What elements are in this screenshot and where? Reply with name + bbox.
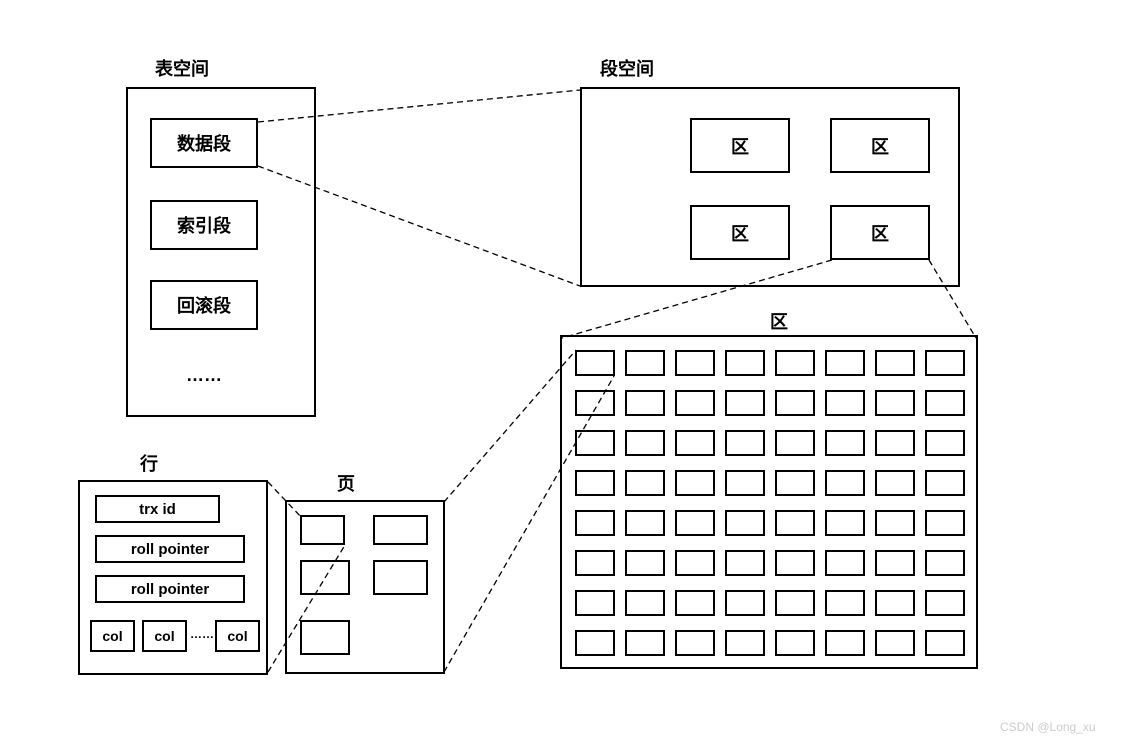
extent-page-cell — [875, 630, 915, 656]
extent-page-cell — [775, 510, 815, 536]
extent-page-cell — [775, 390, 815, 416]
tablespace-item-1: 索引段 — [150, 200, 258, 250]
page-row-cell-4 — [300, 620, 350, 655]
extent-page-cell — [725, 550, 765, 576]
page-row-cell-3 — [373, 560, 428, 595]
extent-page-cell — [725, 350, 765, 376]
segment-extent-2: 区 — [690, 205, 790, 260]
extent-page-cell — [875, 430, 915, 456]
row-title: 行 — [140, 450, 158, 476]
extent-page-cell — [825, 630, 865, 656]
extent-page-cell — [825, 470, 865, 496]
extent-page-cell — [875, 350, 915, 376]
extent-page-cell — [725, 510, 765, 536]
extent-page-cell — [925, 430, 965, 456]
page-row-cell-0 — [300, 515, 345, 545]
extent-page-cell — [675, 350, 715, 376]
extent-page-cell — [575, 590, 615, 616]
row-field-2: roll pointer — [95, 575, 245, 603]
extent-page-cell — [725, 630, 765, 656]
extent-page-cell — [775, 350, 815, 376]
extent-page-cell — [675, 510, 715, 536]
extent-page-cell — [725, 390, 765, 416]
extent-page-cell — [675, 630, 715, 656]
extent-page-cell — [875, 550, 915, 576]
extent-page-cell — [675, 390, 715, 416]
tablespace-ellipsis: …… — [150, 365, 258, 386]
extent-page-cell — [925, 390, 965, 416]
row-field-0: trx id — [95, 495, 220, 523]
extent-page-cell — [675, 470, 715, 496]
extent-page-cell — [775, 470, 815, 496]
extent-page-cell — [925, 350, 965, 376]
row-col-1: col — [142, 620, 187, 652]
segment-extent-3: 区 — [830, 205, 930, 260]
extent-page-cell — [825, 590, 865, 616]
extent-page-cell — [575, 550, 615, 576]
watermark-text: CSDN @Long_xu — [1000, 720, 1096, 734]
extent-page-cell — [575, 510, 615, 536]
extent-page-cell — [875, 590, 915, 616]
segment-extent-1: 区 — [830, 118, 930, 173]
extent-page-cell — [825, 510, 865, 536]
row-col-0: col — [90, 620, 135, 652]
extent-page-cell — [575, 630, 615, 656]
page-row-cell-1 — [373, 515, 428, 545]
page-row-cell-2 — [300, 560, 350, 595]
extent-page-cell — [625, 510, 665, 536]
extent-page-cell — [925, 470, 965, 496]
extent-page-cell — [675, 550, 715, 576]
extent-page-cell — [675, 430, 715, 456]
extent-page-cell — [625, 390, 665, 416]
extent-page-cell — [625, 430, 665, 456]
extent-page-cell — [725, 430, 765, 456]
row-field-1: roll pointer — [95, 535, 245, 563]
extent-page-cell — [575, 350, 615, 376]
extent-page-cell — [825, 390, 865, 416]
segment-title: 段空间 — [600, 55, 654, 81]
extent-page-cell — [625, 470, 665, 496]
extent-page-cell — [675, 590, 715, 616]
extent-page-cell — [825, 430, 865, 456]
extent-page-cell — [625, 590, 665, 616]
extent-page-cell — [825, 550, 865, 576]
extent-page-cell — [625, 550, 665, 576]
extent-title: 区 — [770, 308, 788, 334]
tablespace-item-2: 回滚段 — [150, 280, 258, 330]
extent-container — [560, 335, 978, 669]
extent-page-cell — [925, 510, 965, 536]
extent-page-cell — [775, 430, 815, 456]
page-title: 页 — [337, 470, 355, 496]
extent-page-cell — [725, 590, 765, 616]
extent-page-cell — [775, 630, 815, 656]
extent-page-cell — [925, 630, 965, 656]
extent-page-cell — [625, 350, 665, 376]
extent-page-cell — [825, 350, 865, 376]
extent-page-cell — [575, 470, 615, 496]
segment-extent-0: 区 — [690, 118, 790, 173]
extent-page-cell — [775, 590, 815, 616]
extent-page-cell — [925, 590, 965, 616]
extent-page-cell — [575, 430, 615, 456]
extent-page-cell — [925, 550, 965, 576]
extent-page-cell — [575, 390, 615, 416]
extent-page-cell — [775, 550, 815, 576]
extent-page-cell — [725, 470, 765, 496]
row-col-2: col — [215, 620, 260, 652]
extent-page-cell — [625, 630, 665, 656]
tablespace-title: 表空间 — [155, 55, 209, 81]
extent-page-cell — [875, 470, 915, 496]
extent-page-cell — [875, 390, 915, 416]
tablespace-item-0: 数据段 — [150, 118, 258, 168]
extent-page-cell — [875, 510, 915, 536]
row-col-ellipsis: …… — [190, 627, 214, 641]
